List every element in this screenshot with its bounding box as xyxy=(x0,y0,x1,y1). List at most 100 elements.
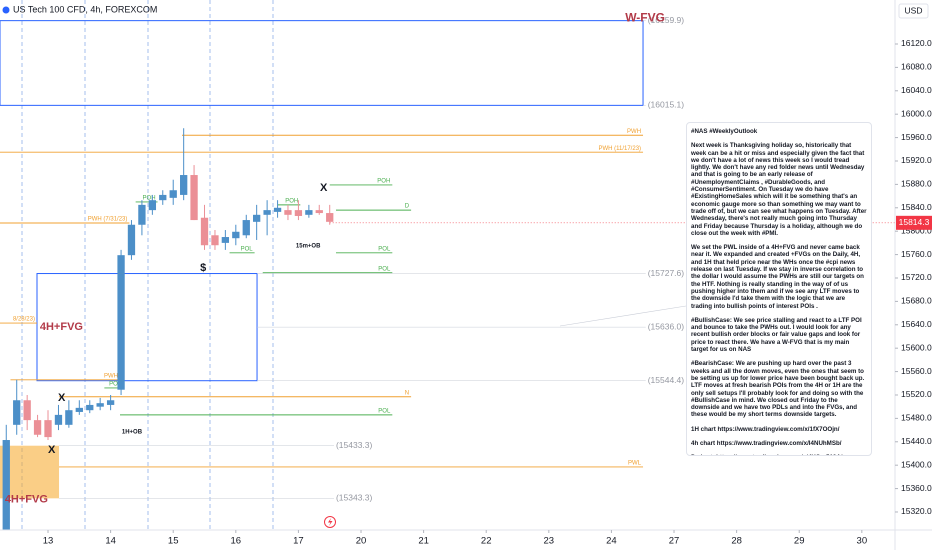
zone-price-label: (15727.6) xyxy=(648,268,685,278)
annotation: 4H+FVG xyxy=(5,494,48,506)
last-price-label: 15814.3 xyxy=(899,217,930,227)
x-tick-label: 30 xyxy=(857,536,868,547)
level-label: N xyxy=(405,390,409,396)
y-tick-label: 15680.0 xyxy=(901,296,932,306)
y-tick-label: 15920.0 xyxy=(901,155,932,165)
plot-area: (16159.9) (16015.1) (15727.6) (15636.0) (155… xyxy=(0,10,895,530)
y-tick-label: 15320.0 xyxy=(901,506,932,516)
y-tick-label: 15520.0 xyxy=(901,389,932,399)
x-tick-label: 28 xyxy=(731,536,742,547)
y-tick-label: 15640.0 xyxy=(901,319,932,329)
note-connector xyxy=(559,305,687,327)
x-tick-label: 27 xyxy=(669,536,680,547)
y-tick-label: 16080.0 xyxy=(901,62,932,72)
candle-body xyxy=(169,190,177,198)
annotation: W-FVG xyxy=(625,10,665,24)
zone-price-label: (15433.3) xyxy=(336,440,373,450)
candle-body xyxy=(284,210,292,215)
y-tick-label: 15360.0 xyxy=(901,483,932,493)
candle-body xyxy=(200,217,209,246)
note-paragraph: 1H chart https://www.tradingview.com/x/1… xyxy=(691,425,840,433)
level-label: PWH xyxy=(627,129,641,135)
candle-body xyxy=(138,204,146,225)
zone-price-label: (16159.9) xyxy=(648,15,685,25)
annotation: 1H+OB xyxy=(122,429,143,435)
candle-body xyxy=(148,200,157,211)
level-label: PWH (11/17/23) xyxy=(598,146,641,152)
candle-body xyxy=(127,224,136,256)
note-paragraph: #BullishCase: We see price stalling and … xyxy=(691,316,862,354)
annotation: 15m+OB xyxy=(296,243,321,249)
candle-body xyxy=(106,400,115,405)
currency-label: USD xyxy=(905,5,923,15)
x-tick-label: 13 xyxy=(43,536,54,547)
x-tick-label: 14 xyxy=(105,536,116,547)
x-tick-label: 17 xyxy=(293,536,304,547)
candle-body xyxy=(305,210,313,215)
candle-body xyxy=(86,404,94,411)
candle-body xyxy=(315,210,323,214)
chart-title: US Tech 100 CFD, 4h, FOREXCOM xyxy=(13,4,157,14)
y-tick-label: 15800.0 xyxy=(901,225,932,235)
candle-body xyxy=(33,420,42,435)
note-paragraph: #BearishCase: We are pushing up hard ove… xyxy=(691,360,865,419)
events-bolt xyxy=(328,518,333,526)
level-label: 8/28/23) xyxy=(13,317,35,323)
zone-price-label: (15544.4) xyxy=(648,375,685,385)
candle-body xyxy=(180,175,188,195)
candle-body xyxy=(232,231,240,239)
candle-body xyxy=(253,214,261,222)
candle-body xyxy=(75,407,83,412)
candle-body xyxy=(96,403,104,407)
zone-price-label: (15636.0) xyxy=(648,321,685,331)
y-tick-label: 15720.0 xyxy=(901,272,932,282)
level-label: POL xyxy=(378,266,391,272)
zone-price-label: (15343.3) xyxy=(336,493,373,503)
x-tick-label: 15 xyxy=(168,536,179,547)
annotation: 4H+FVG xyxy=(40,321,83,333)
level-label: PWH (7/31/23) xyxy=(88,217,128,223)
candle-body xyxy=(2,440,10,530)
level-label: D xyxy=(405,204,410,210)
x-tick-label: 22 xyxy=(481,536,492,547)
candle-body xyxy=(211,235,219,246)
candle-body xyxy=(65,410,73,425)
note-paragraph: D chart: https://www.tradingview.com/x/4… xyxy=(691,454,867,455)
candle-body xyxy=(117,255,125,390)
candle-body xyxy=(159,194,167,201)
y-tick-label: 15840.0 xyxy=(901,202,932,212)
x-tick-label: 29 xyxy=(794,536,805,547)
outlook-note: #NAS #WeeklyOutlook Next week is Thanksgi… xyxy=(686,122,872,456)
candle-body xyxy=(190,175,198,221)
candle-body xyxy=(326,213,334,222)
note-paragraph: 4h chart https://www.tradingview.com/x/I… xyxy=(691,439,842,447)
x-tick-label: 24 xyxy=(606,536,617,547)
candle-body xyxy=(294,210,303,216)
x-tick-label: 16 xyxy=(231,536,242,547)
annotation: X xyxy=(320,182,328,194)
level-label: POL xyxy=(378,246,391,252)
note-paragraph: We set the PWL inside of a 4H+FVG and ne… xyxy=(691,244,864,310)
x-tick-label: 23 xyxy=(544,536,555,547)
y-tick-label: 15480.0 xyxy=(901,413,932,423)
fvg-zone xyxy=(0,20,644,106)
y-tick-label: 15560.0 xyxy=(901,366,932,376)
y-tick-label: 16000.0 xyxy=(901,108,932,118)
candle-body xyxy=(44,420,52,438)
candle-body xyxy=(221,237,230,243)
level-label: PWH xyxy=(104,373,118,379)
y-tick-label: 16040.0 xyxy=(901,85,932,95)
candle-body xyxy=(273,207,282,212)
currency-button[interactable] xyxy=(898,3,929,19)
candle-body xyxy=(13,400,21,425)
x-tick-label: 20 xyxy=(356,536,367,547)
level-label: POH xyxy=(285,198,298,204)
y-tick-label: 15960.0 xyxy=(901,132,932,142)
y-tick-label: 15760.0 xyxy=(901,249,932,259)
level-label: PWL xyxy=(628,461,642,467)
annotation: X xyxy=(48,444,56,456)
x-tick-label: 21 xyxy=(418,536,429,547)
level-label: POL xyxy=(378,408,391,414)
level-label: POH xyxy=(377,179,390,185)
